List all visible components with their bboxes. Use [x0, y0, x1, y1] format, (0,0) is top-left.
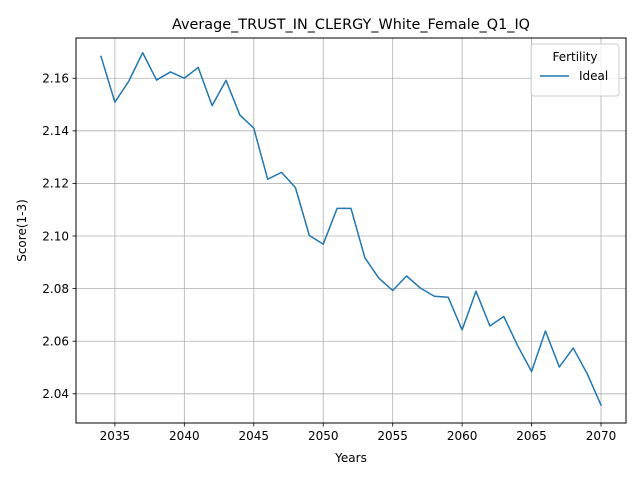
- y-tick-label: 2.12: [42, 177, 69, 191]
- x-tick-label: 2070: [586, 429, 617, 443]
- y-axis-label: Score(1-3): [15, 199, 29, 262]
- legend-label-ideal: Ideal: [579, 69, 608, 83]
- legend: Fertility Ideal: [530, 43, 620, 97]
- y-tick-label: 2.06: [42, 335, 69, 349]
- series-line-ideal: [100, 51, 602, 407]
- plot-frame: [75, 37, 627, 424]
- y-tick-label: 2.08: [42, 282, 69, 296]
- y-tick-label: 2.16: [42, 72, 69, 86]
- x-tick-label: 2060: [447, 429, 478, 443]
- series-layer: [100, 51, 602, 407]
- x-tick-label: 2065: [516, 429, 547, 443]
- x-tick-label: 2050: [308, 429, 339, 443]
- x-tick-label: 2040: [169, 429, 200, 443]
- x-tick-label: 2045: [239, 429, 270, 443]
- y-tick-label: 2.04: [42, 387, 69, 401]
- legend-title: Fertility: [552, 50, 597, 64]
- y-tick-label: 2.10: [42, 229, 69, 243]
- x-tick-label: 2035: [100, 429, 131, 443]
- x-axis-label: Years: [334, 451, 367, 465]
- grid: [76, 38, 626, 423]
- y-tick-label: 2.14: [42, 124, 69, 138]
- ticks: 2035 2040 2045 2050 2055 2060 2065 2070 2.04 2.06…: [42, 72, 616, 443]
- x-tick-label: 2055: [377, 429, 408, 443]
- legend-box: [530, 43, 620, 97]
- chart-title: Average_TRUST_IN_CLERGY_White_Female_Q1_…: [172, 17, 530, 33]
